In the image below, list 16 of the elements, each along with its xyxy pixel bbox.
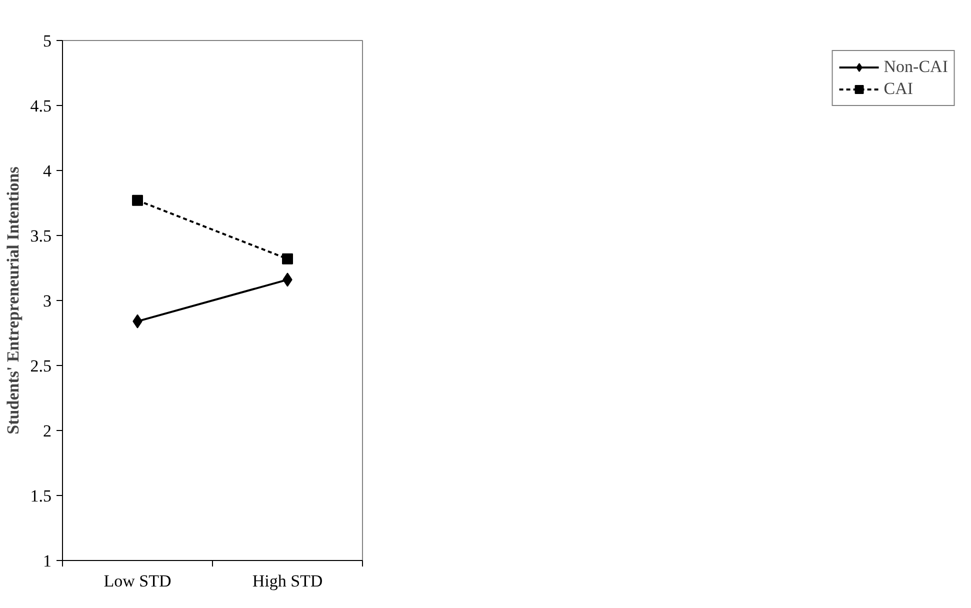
y-tick-label: 4.5 bbox=[30, 96, 52, 116]
y-tick-label: 3 bbox=[43, 292, 52, 310]
y-axis-title: Students' Entrepreneurial Intentions bbox=[3, 166, 22, 434]
point bbox=[282, 253, 293, 264]
y-tick-label: 2 bbox=[43, 422, 52, 440]
x-tick-label: High STD bbox=[252, 572, 323, 590]
legend-label: CAI bbox=[884, 79, 914, 99]
x-tick-label: Low STD bbox=[104, 572, 172, 590]
y-tick-label: 4 bbox=[43, 162, 52, 180]
y-tick-label: 3.5 bbox=[30, 226, 52, 246]
y-tick-label: 1 bbox=[43, 552, 52, 570]
y-tick-label: 1.5 bbox=[30, 486, 52, 506]
y-tick-label: 5 bbox=[43, 32, 52, 50]
point bbox=[132, 194, 143, 206]
legend-label: Non-CAI bbox=[884, 57, 948, 77]
y-tick-label: 2.5 bbox=[30, 356, 52, 376]
